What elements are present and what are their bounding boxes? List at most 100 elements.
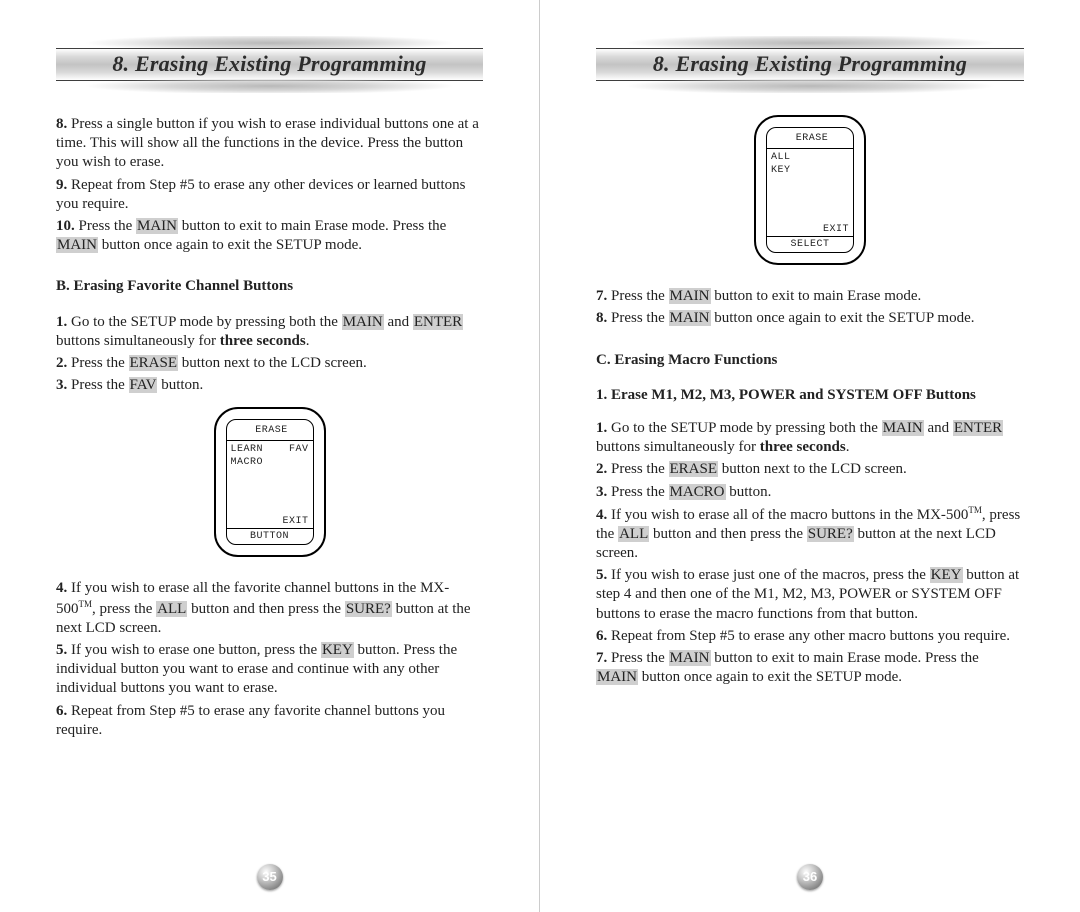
chapter-header: 8. Erasing Existing Programming: [596, 36, 1024, 93]
steps-b-bottom: 4. If you wish to erase all the favorite…: [56, 579, 483, 740]
steps-a-continued: 8. Press a single button if you wish to …: [56, 115, 483, 255]
instruction-step: 6. Repeat from Step #5 to erase any othe…: [596, 627, 1024, 646]
instruction-step: 7. Press the MAIN button to exit to main…: [596, 287, 1024, 306]
step-number: 6.: [56, 703, 67, 719]
lcd-illustration-1: ERASE LEARN FAV MACRO EXIT BUTTON: [56, 407, 483, 563]
highlighted-button-name: ERASE: [669, 461, 719, 477]
instruction-step: 2. Press the ERASE button next to the LC…: [56, 354, 483, 373]
lcd-label: ALL: [771, 151, 791, 165]
step-number: 5.: [56, 642, 67, 658]
chapter-title-bar: 8. Erasing Existing Programming: [56, 48, 483, 81]
instruction-step: 4. If you wish to erase all the favorite…: [56, 579, 483, 638]
instruction-step: 1. Go to the SETUP mode by pressing both…: [56, 313, 483, 351]
step-number: 4.: [56, 580, 67, 596]
instruction-step: 3. Press the FAV button.: [56, 376, 483, 395]
step-number: 8.: [56, 116, 67, 132]
instruction-step: 1. Go to the SETUP mode by pressing both…: [596, 419, 1024, 457]
instruction-step: 3. Press the MACRO button.: [596, 483, 1024, 502]
step-number: 5.: [596, 567, 607, 583]
instruction-step: 7. Press the MAIN button to exit to main…: [596, 649, 1024, 687]
step-number: 1.: [596, 420, 607, 436]
lcd-label: FAV: [289, 443, 309, 457]
highlighted-button-name: MAIN: [56, 237, 98, 253]
instruction-step: 2. Press the ERASE button next to the LC…: [596, 460, 1024, 479]
chapter-title: 8. Erasing Existing Programming: [653, 51, 967, 76]
lcd-device: ERASE ALL KEY EXIT SELECT: [754, 115, 866, 265]
instruction-step: 8. Press a single button if you wish to …: [56, 115, 483, 173]
step-number: 7.: [596, 650, 607, 666]
chapter-title: 8. Erasing Existing Programming: [112, 51, 426, 76]
lcd-screen: ERASE ALL KEY EXIT SELECT: [766, 127, 854, 253]
step-number: 3.: [596, 484, 607, 500]
right-body: ERASE ALL KEY EXIT SELECT 7. Press the M…: [596, 115, 1024, 892]
chapter-title-bar: 8. Erasing Existing Programming: [596, 48, 1024, 81]
highlighted-button-name: KEY: [930, 567, 963, 583]
step-number: 2.: [596, 461, 607, 477]
highlighted-button-name: ALL: [156, 601, 187, 617]
section-c-heading: C. Erasing Macro Functions: [596, 351, 1024, 370]
bold-text: three seconds: [220, 333, 306, 349]
highlighted-button-name: MAIN: [596, 669, 638, 685]
step-number: 6.: [596, 628, 607, 644]
lcd-exit-label: EXIT: [823, 223, 849, 237]
lcd-row: MACRO: [231, 456, 309, 470]
highlighted-button-name: MAIN: [136, 218, 178, 234]
instruction-step: 8. Press the MAIN button once again to e…: [596, 309, 1024, 328]
instruction-step: 9. Repeat from Step #5 to erase any othe…: [56, 176, 483, 214]
section-b-heading: B. Erasing Favorite Channel Buttons: [56, 277, 483, 296]
lcd-bottom-label: BUTTON: [227, 528, 313, 545]
instruction-step: 5. If you wish to erase just one of the …: [596, 566, 1024, 624]
steps-b-top: 1. Go to the SETUP mode by pressing both…: [56, 313, 483, 396]
step-number: 9.: [56, 177, 67, 193]
lcd-label: LEARN: [231, 443, 264, 457]
highlighted-button-name: MAIN: [669, 310, 711, 326]
step-number: 10.: [56, 218, 75, 234]
step-number: 3.: [56, 377, 67, 393]
highlighted-button-name: ENTER: [413, 314, 463, 330]
trademark-superscript: TM: [968, 505, 982, 515]
highlighted-button-name: SURE?: [807, 526, 854, 542]
lcd-bottom-label: SELECT: [767, 236, 853, 253]
instruction-step: 4. If you wish to erase all of the macro…: [596, 505, 1024, 564]
header-glow-bottom: [46, 79, 493, 93]
step-number: 4.: [596, 507, 607, 523]
steps-c: 1. Go to the SETUP mode by pressing both…: [596, 419, 1024, 687]
lcd-title: ERASE: [767, 132, 853, 149]
page-spread: 8. Erasing Existing Programming 8. Press…: [0, 0, 1080, 912]
bold-text: three seconds: [760, 439, 846, 455]
chapter-header: 8. Erasing Existing Programming: [56, 36, 483, 93]
lcd-label: KEY: [771, 164, 791, 178]
highlighted-button-name: KEY: [321, 642, 354, 658]
instruction-step: 6. Repeat from Step #5 to erase any favo…: [56, 702, 483, 740]
highlighted-button-name: FAV: [129, 377, 158, 393]
step-number: 8.: [596, 310, 607, 326]
step-number: 7.: [596, 288, 607, 304]
page-number-ball: 35: [257, 864, 283, 890]
instruction-step: 5. If you wish to erase one button, pres…: [56, 641, 483, 699]
highlighted-button-name: MAIN: [669, 650, 711, 666]
lcd-label: MACRO: [231, 456, 264, 470]
highlighted-button-name: ALL: [618, 526, 649, 542]
lcd-title: ERASE: [227, 424, 313, 441]
lcd-device: ERASE LEARN FAV MACRO EXIT BUTTON: [214, 407, 326, 557]
section-c1-heading: 1. Erase M1, M2, M3, POWER and SYSTEM OF…: [596, 386, 1024, 405]
lcd-screen: ERASE LEARN FAV MACRO EXIT BUTTON: [226, 419, 314, 545]
highlighted-button-name: MACRO: [669, 484, 726, 500]
lcd-row: ALL: [771, 151, 849, 165]
left-body: 8. Press a single button if you wish to …: [56, 115, 483, 892]
step-number: 2.: [56, 355, 67, 371]
header-glow-bottom: [586, 79, 1034, 93]
left-page: 8. Erasing Existing Programming 8. Press…: [0, 0, 540, 912]
trademark-superscript: TM: [79, 599, 93, 609]
highlighted-button-name: SURE?: [345, 601, 392, 617]
instruction-step: 10. Press the MAIN button to exit to mai…: [56, 217, 483, 255]
highlighted-button-name: ENTER: [953, 420, 1003, 436]
lcd-exit-label: EXIT: [282, 515, 308, 529]
step-number: 1.: [56, 314, 67, 330]
highlighted-button-name: MAIN: [342, 314, 384, 330]
page-number-ball: 36: [797, 864, 823, 890]
steps-b-end: 7. Press the MAIN button to exit to main…: [596, 287, 1024, 328]
lcd-row: KEY: [771, 164, 849, 178]
lcd-illustration-2: ERASE ALL KEY EXIT SELECT: [596, 115, 1024, 271]
highlighted-button-name: MAIN: [669, 288, 711, 304]
